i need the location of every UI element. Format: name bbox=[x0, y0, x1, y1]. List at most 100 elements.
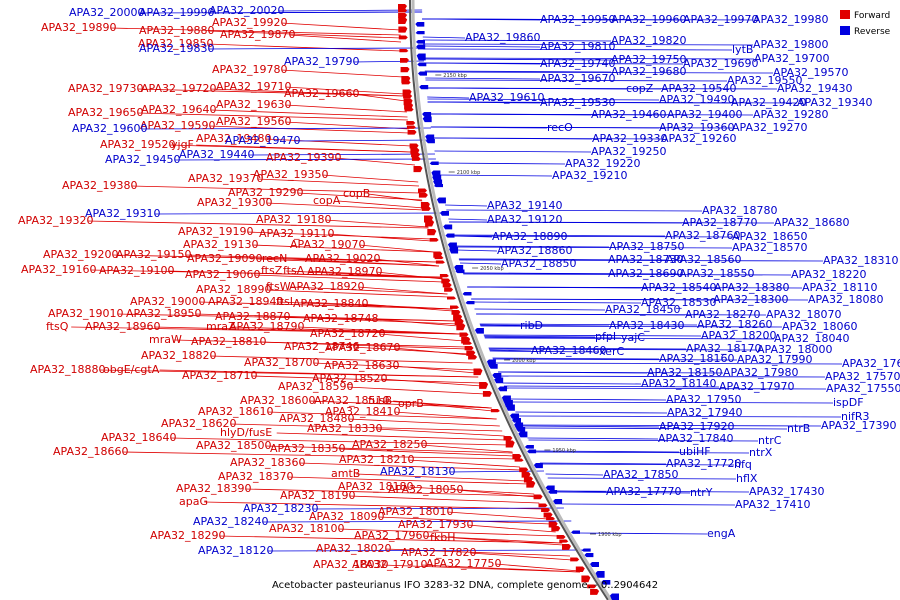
connector-line bbox=[266, 202, 425, 211]
reverse-gene-arrow bbox=[416, 44, 426, 50]
forward-gene-arrow bbox=[450, 305, 459, 309]
reverse-gene-arrow bbox=[516, 427, 526, 432]
connector-line bbox=[509, 398, 667, 401]
gene-label: APA32_17410 bbox=[735, 498, 810, 511]
connector-line bbox=[438, 174, 553, 177]
connector-line bbox=[561, 503, 736, 506]
reverse-gene-arrow bbox=[494, 377, 504, 384]
connector-line bbox=[578, 532, 708, 535]
gene-label: APA32_19740 bbox=[540, 57, 615, 70]
forward-gene-arrow bbox=[462, 341, 472, 345]
forward-gene-arrow bbox=[398, 35, 408, 40]
gene-label: APA32_17550 bbox=[826, 382, 900, 395]
reverse-gene-arrow bbox=[512, 418, 521, 423]
gene-label: obgE/cgtA bbox=[103, 363, 160, 376]
forward-gene-arrow bbox=[451, 310, 461, 315]
connector-line bbox=[422, 39, 612, 42]
gene-label: APA32_18030 bbox=[313, 558, 388, 571]
connector-line bbox=[141, 127, 432, 130]
gene-label: APA32_17390 bbox=[821, 419, 896, 432]
connector-line bbox=[185, 254, 438, 263]
gene-label: APA32_19670 bbox=[540, 72, 615, 85]
gene-label: APA32_18950 bbox=[126, 307, 201, 320]
forward-gene-arrow bbox=[581, 575, 591, 583]
gene-label: mraZ bbox=[206, 320, 236, 333]
connector-line bbox=[353, 60, 425, 63]
gene-label: APA32_19280 bbox=[753, 108, 828, 121]
gene-label: APA32_18530 bbox=[641, 296, 716, 309]
gene-label: APA32_19630 bbox=[216, 98, 291, 111]
connector-line bbox=[265, 289, 449, 298]
gene-label: ftsA bbox=[283, 264, 305, 277]
gene-label: APA32_18350 bbox=[270, 442, 345, 455]
gene-label: APA32_19220 bbox=[565, 157, 640, 170]
connector-line bbox=[381, 378, 482, 387]
gene-label: APA32_19700 bbox=[754, 52, 829, 65]
connector-line bbox=[313, 362, 476, 371]
connector-line bbox=[422, 18, 754, 21]
gene-label: APA32_18670 bbox=[325, 341, 400, 354]
gene-label: ribD bbox=[520, 319, 543, 332]
gene-label: APA32_18840 bbox=[293, 297, 368, 310]
reverse-gene-arrow bbox=[545, 485, 555, 491]
reverse-gene-arrow bbox=[498, 386, 507, 392]
gene-label: ubiHF bbox=[679, 445, 711, 458]
connector-line bbox=[281, 22, 401, 31]
connector-line bbox=[376, 271, 443, 280]
gene-label: APA32_18380 bbox=[714, 281, 789, 294]
connector-line bbox=[347, 386, 486, 395]
connector-line bbox=[287, 476, 529, 485]
reverse-gene-arrow bbox=[417, 62, 427, 67]
connector-line bbox=[427, 98, 660, 101]
forward-gene-arrow bbox=[406, 121, 416, 125]
connector-line bbox=[358, 286, 448, 295]
forward-gene-arrow bbox=[459, 332, 469, 337]
connector-line bbox=[455, 246, 733, 249]
connector-line bbox=[467, 524, 556, 533]
forward-gene-arrow bbox=[570, 557, 580, 562]
reverse-gene-arrow bbox=[595, 571, 605, 578]
connector-line bbox=[174, 158, 436, 161]
gene-label: APA32_17840 bbox=[658, 432, 733, 445]
forward-gene-arrow bbox=[400, 67, 410, 73]
connector-line bbox=[338, 528, 559, 537]
gene-label: APA32_19490 bbox=[659, 93, 734, 106]
forward-gene-arrow bbox=[587, 584, 597, 589]
gene-label: APA32_19060 bbox=[185, 268, 260, 281]
connector-line bbox=[348, 418, 500, 427]
gene-label: APA32_19600 bbox=[72, 122, 147, 135]
gene-label: APA32_19150 bbox=[116, 248, 191, 261]
connector-line bbox=[174, 339, 467, 348]
ruler-mark-label: 2050 kbp bbox=[480, 266, 504, 272]
reverse-gene-arrow bbox=[419, 85, 429, 90]
reverse-gene-arrow bbox=[581, 548, 591, 552]
connector-line bbox=[230, 423, 503, 432]
legend-forward-swatch bbox=[840, 10, 850, 19]
reverse-gene-arrow bbox=[474, 328, 484, 334]
gene-label: APA32_18750 bbox=[609, 240, 684, 253]
reverse-gene-arrow bbox=[422, 116, 432, 123]
reverse-gene-arrow bbox=[433, 179, 443, 186]
gene-label: APA32_19460 bbox=[591, 108, 666, 121]
gene-label: APA32_18450 bbox=[605, 303, 680, 316]
gene-label: APA32_18890 bbox=[492, 230, 567, 243]
connector-line bbox=[339, 448, 515, 457]
gene-label: recN bbox=[262, 252, 287, 265]
connector-line bbox=[515, 411, 668, 414]
gene-label: APA32_17930 bbox=[398, 518, 473, 531]
forward-gene-arrow bbox=[411, 152, 421, 158]
gene-label: ntrX bbox=[749, 446, 773, 459]
connector-line bbox=[408, 459, 520, 468]
connector-line bbox=[458, 258, 667, 261]
gene-label: APA32_18630 bbox=[324, 359, 399, 372]
forward-gene-arrow bbox=[543, 512, 553, 518]
gene-label: APA32_18120 bbox=[198, 544, 273, 557]
reverse-gene-arrow bbox=[590, 562, 599, 567]
gene-label: APA32_19300 bbox=[197, 196, 272, 209]
gene-label: hlyD/fusE bbox=[220, 426, 272, 439]
gene-label: APA32_19690 bbox=[683, 57, 758, 70]
connector-line bbox=[247, 231, 432, 240]
connector-line bbox=[87, 220, 429, 229]
connector-line bbox=[328, 233, 432, 242]
